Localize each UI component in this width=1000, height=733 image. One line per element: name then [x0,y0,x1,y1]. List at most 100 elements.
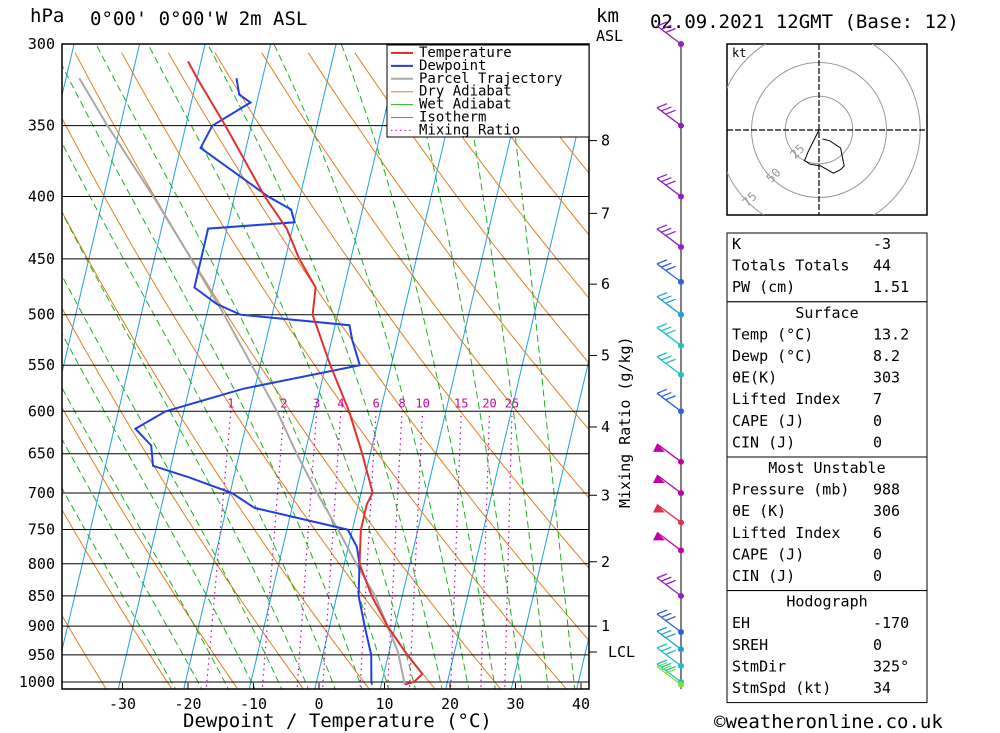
index-label: Pressure (mb) [732,481,849,499]
isotherm-line [314,44,468,689]
mixing-ratio-label: 4 [337,396,344,410]
wind-barb [656,21,684,47]
altitude-tick-label: 5 [601,346,610,364]
dry-adiabat-line [214,52,589,569]
altitude-tick-label: 4 [601,418,610,436]
wind-barb [653,443,684,465]
wind-barb [656,573,684,599]
wind-barb [656,609,684,636]
mixing-ratio-label: 3 [313,396,320,410]
credit-text: ©weatheronline.co.uk [714,711,943,733]
altitude-tick-labels: 8 7 6 5 4 3 2 1 LCL [589,132,635,661]
series-temperature [187,60,424,686]
wet-adiabat-line [147,44,416,689]
wind-barb-dot [678,592,684,599]
wind-barb-dot [678,193,684,200]
isotherm-line [379,44,534,689]
altitude-tick-label: LCL [608,643,635,661]
dry-adiabat-line [62,406,239,689]
altitude-tick-label: 2 [601,553,610,571]
isotherm-line [445,80,589,689]
temperature-tick-label: 30 [506,695,524,713]
index-label: SREH [732,636,768,654]
mixing-ratio-line [261,411,285,689]
dry-adiabat-line [401,52,589,300]
mixing-ratio-lines [205,411,513,689]
wind-barb-dot [678,122,684,129]
plot-frame [61,43,590,690]
index-label: CAPE (J) [732,412,804,430]
isotherm-line [576,635,589,689]
legend-entry: Wet Adiabat [419,97,512,113]
wet-adiabat-line [273,44,470,689]
wind-barb [653,503,684,526]
temperature-tick-label: 0 [314,695,323,713]
hodograph-trace [803,129,845,174]
pressure-tick-label: 550 [28,356,55,374]
x-axis-label: Dewpoint / Temperature (°C) [183,710,492,732]
altitude-tick-label: 7 [601,204,610,222]
index-value: 0 [873,636,882,654]
index-label: PW (cm) [732,278,795,296]
index-label: StmDir [732,657,786,675]
series-parcel-trajectory [78,77,406,685]
temperature-tick-label: -30 [109,695,136,713]
dry-adiabat-line [0,53,49,703]
pressure-tick-label: 750 [28,521,55,539]
wind-barb-dot [678,243,684,250]
index-label: StmSpd (kt) [732,679,831,697]
index-value: 325° [873,657,909,675]
wind-barb [656,292,684,318]
index-label: EH [732,614,750,632]
wind-barb-dot [678,629,684,636]
isotherm-line [62,44,141,375]
wind-barb [656,352,684,378]
wind-barb-dot [678,278,684,285]
wet-adiabat-line [340,44,496,689]
index-label: Dewp (°C) [732,347,813,365]
mixing-ratio-line [480,411,491,689]
isotherm-line [62,44,206,653]
dry-adiabat-line [62,614,107,689]
wind-barb [653,474,684,496]
altitude-tick-label: 3 [601,486,610,504]
index-value: 0 [873,545,882,563]
location-title: 0°00' 0°00'W 2m ASL [90,8,307,30]
dry-adiabat-line [261,52,589,499]
pressure-tick-label: 1000 [19,673,55,691]
wind-barb-dot [678,681,684,688]
wind-barb [656,643,684,669]
wind-barb [656,626,684,653]
pressure-tick-label: 950 [28,646,55,664]
indices-block [726,590,928,704]
mixing-ratio-label: 2 [280,396,287,410]
mixing-ratio-label: 1 [227,396,234,410]
mixing-ratio-label: 25 [505,396,519,410]
pressure-tick-label: 850 [28,587,55,605]
index-value: 6 [873,524,882,542]
isotherm-line [117,44,272,689]
pressure-tick-label: 350 [28,117,55,135]
index-label: Lifted Index [732,524,840,542]
dry-adiabat-line [62,210,370,689]
wind-barb [656,259,684,285]
pressure-tick-label: 900 [28,617,55,635]
hodograph-unit: kt [732,46,746,60]
wet-adiabat-line [62,64,363,689]
legend-entry: Isotherm [419,110,486,126]
pressure-tick-label: 700 [28,484,55,502]
index-label: CIN (J) [732,433,795,451]
temperature-tick-label: 10 [375,695,393,713]
wind-barb-dot [678,519,684,526]
dry-adiabat-line [167,52,589,642]
wind-barb [656,224,684,250]
legend-entry: Temperature [419,45,512,61]
index-value: 0 [873,412,882,430]
mixing-ratio-line [359,411,377,689]
mixing-ratio-line [205,411,232,689]
wet-adiabat-line [62,274,283,689]
pressure-tick-label: 600 [28,402,55,420]
wind-barb [653,531,684,554]
dry-adiabat-line [62,508,173,689]
